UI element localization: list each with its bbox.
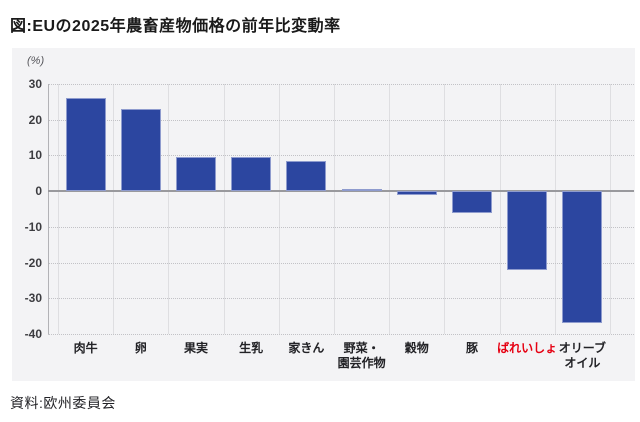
gridline-vertical <box>389 84 391 334</box>
bar <box>176 157 216 192</box>
category-label: 卵 <box>134 341 147 355</box>
bar <box>507 191 548 270</box>
gridline-vertical <box>610 84 611 334</box>
bar <box>341 189 382 192</box>
zero-line <box>48 190 634 193</box>
plot-area: 30 20 10 0 -10 -20 -30 -40 肉牛 卵 果実 生乳 家きん 野菜・ 園芸作物 穀物 豚 ば… <box>25 77 634 370</box>
y-tick-label: 20 <box>28 112 42 127</box>
gridline-vertical <box>554 84 556 334</box>
gridline-vertical <box>223 84 225 334</box>
y-tick-label: -10 <box>24 219 42 234</box>
gridline-vertical <box>113 84 115 334</box>
bar <box>120 109 161 192</box>
chart-panel: (%) 30 20 10 0 -10 -20 -30 -40 肉牛 卵 果実 生乳 家きん 野菜・ 園芸作物… <box>12 48 635 381</box>
category-label: オリーブ オイル <box>558 341 607 370</box>
gridline-vertical <box>58 84 59 334</box>
category-label: ばれいしょ <box>497 341 558 355</box>
category-label: 野菜・ 園芸作物 <box>337 341 386 370</box>
category-label: 肉牛 <box>73 341 98 355</box>
y-tick-label: 30 <box>28 77 42 91</box>
bar <box>562 191 603 324</box>
y-tick-label: 10 <box>28 148 42 163</box>
gridline-vertical <box>168 84 170 334</box>
gridline-horizontal <box>48 155 634 157</box>
y-axis-unit-label: (%) <box>27 55 45 67</box>
gridline-vertical <box>278 84 280 334</box>
gridline-vertical <box>499 84 501 334</box>
bar <box>452 191 492 213</box>
bar <box>286 160 327 192</box>
figure-title: 図:EUの2025年農畜産物価格の前年比変動率 <box>10 18 341 35</box>
bar <box>65 98 106 192</box>
y-tick-label: 0 <box>35 184 42 199</box>
y-tick-label: -20 <box>24 255 42 270</box>
bar <box>396 191 437 195</box>
gridline-vertical <box>444 84 446 334</box>
category-label: 果実 <box>183 341 208 355</box>
y-tick-label: -30 <box>24 291 42 306</box>
bar <box>231 157 272 192</box>
gridline-horizontal <box>48 84 634 85</box>
category-label: 家きん <box>288 341 325 355</box>
gridline-horizontal <box>48 334 634 335</box>
gridline-horizontal <box>48 262 634 264</box>
gridline-horizontal <box>48 226 634 228</box>
y-axis-line <box>48 84 49 334</box>
category-label: 豚 <box>465 341 478 355</box>
category-label: 穀物 <box>404 341 429 355</box>
gridline-vertical <box>334 84 335 334</box>
source-note: 資料:欧州委員会 <box>10 395 116 411</box>
y-tick-label: -40 <box>24 327 42 341</box>
category-label: 生乳 <box>239 341 264 355</box>
gridline-horizontal <box>48 119 634 121</box>
gridline-horizontal <box>48 298 634 300</box>
